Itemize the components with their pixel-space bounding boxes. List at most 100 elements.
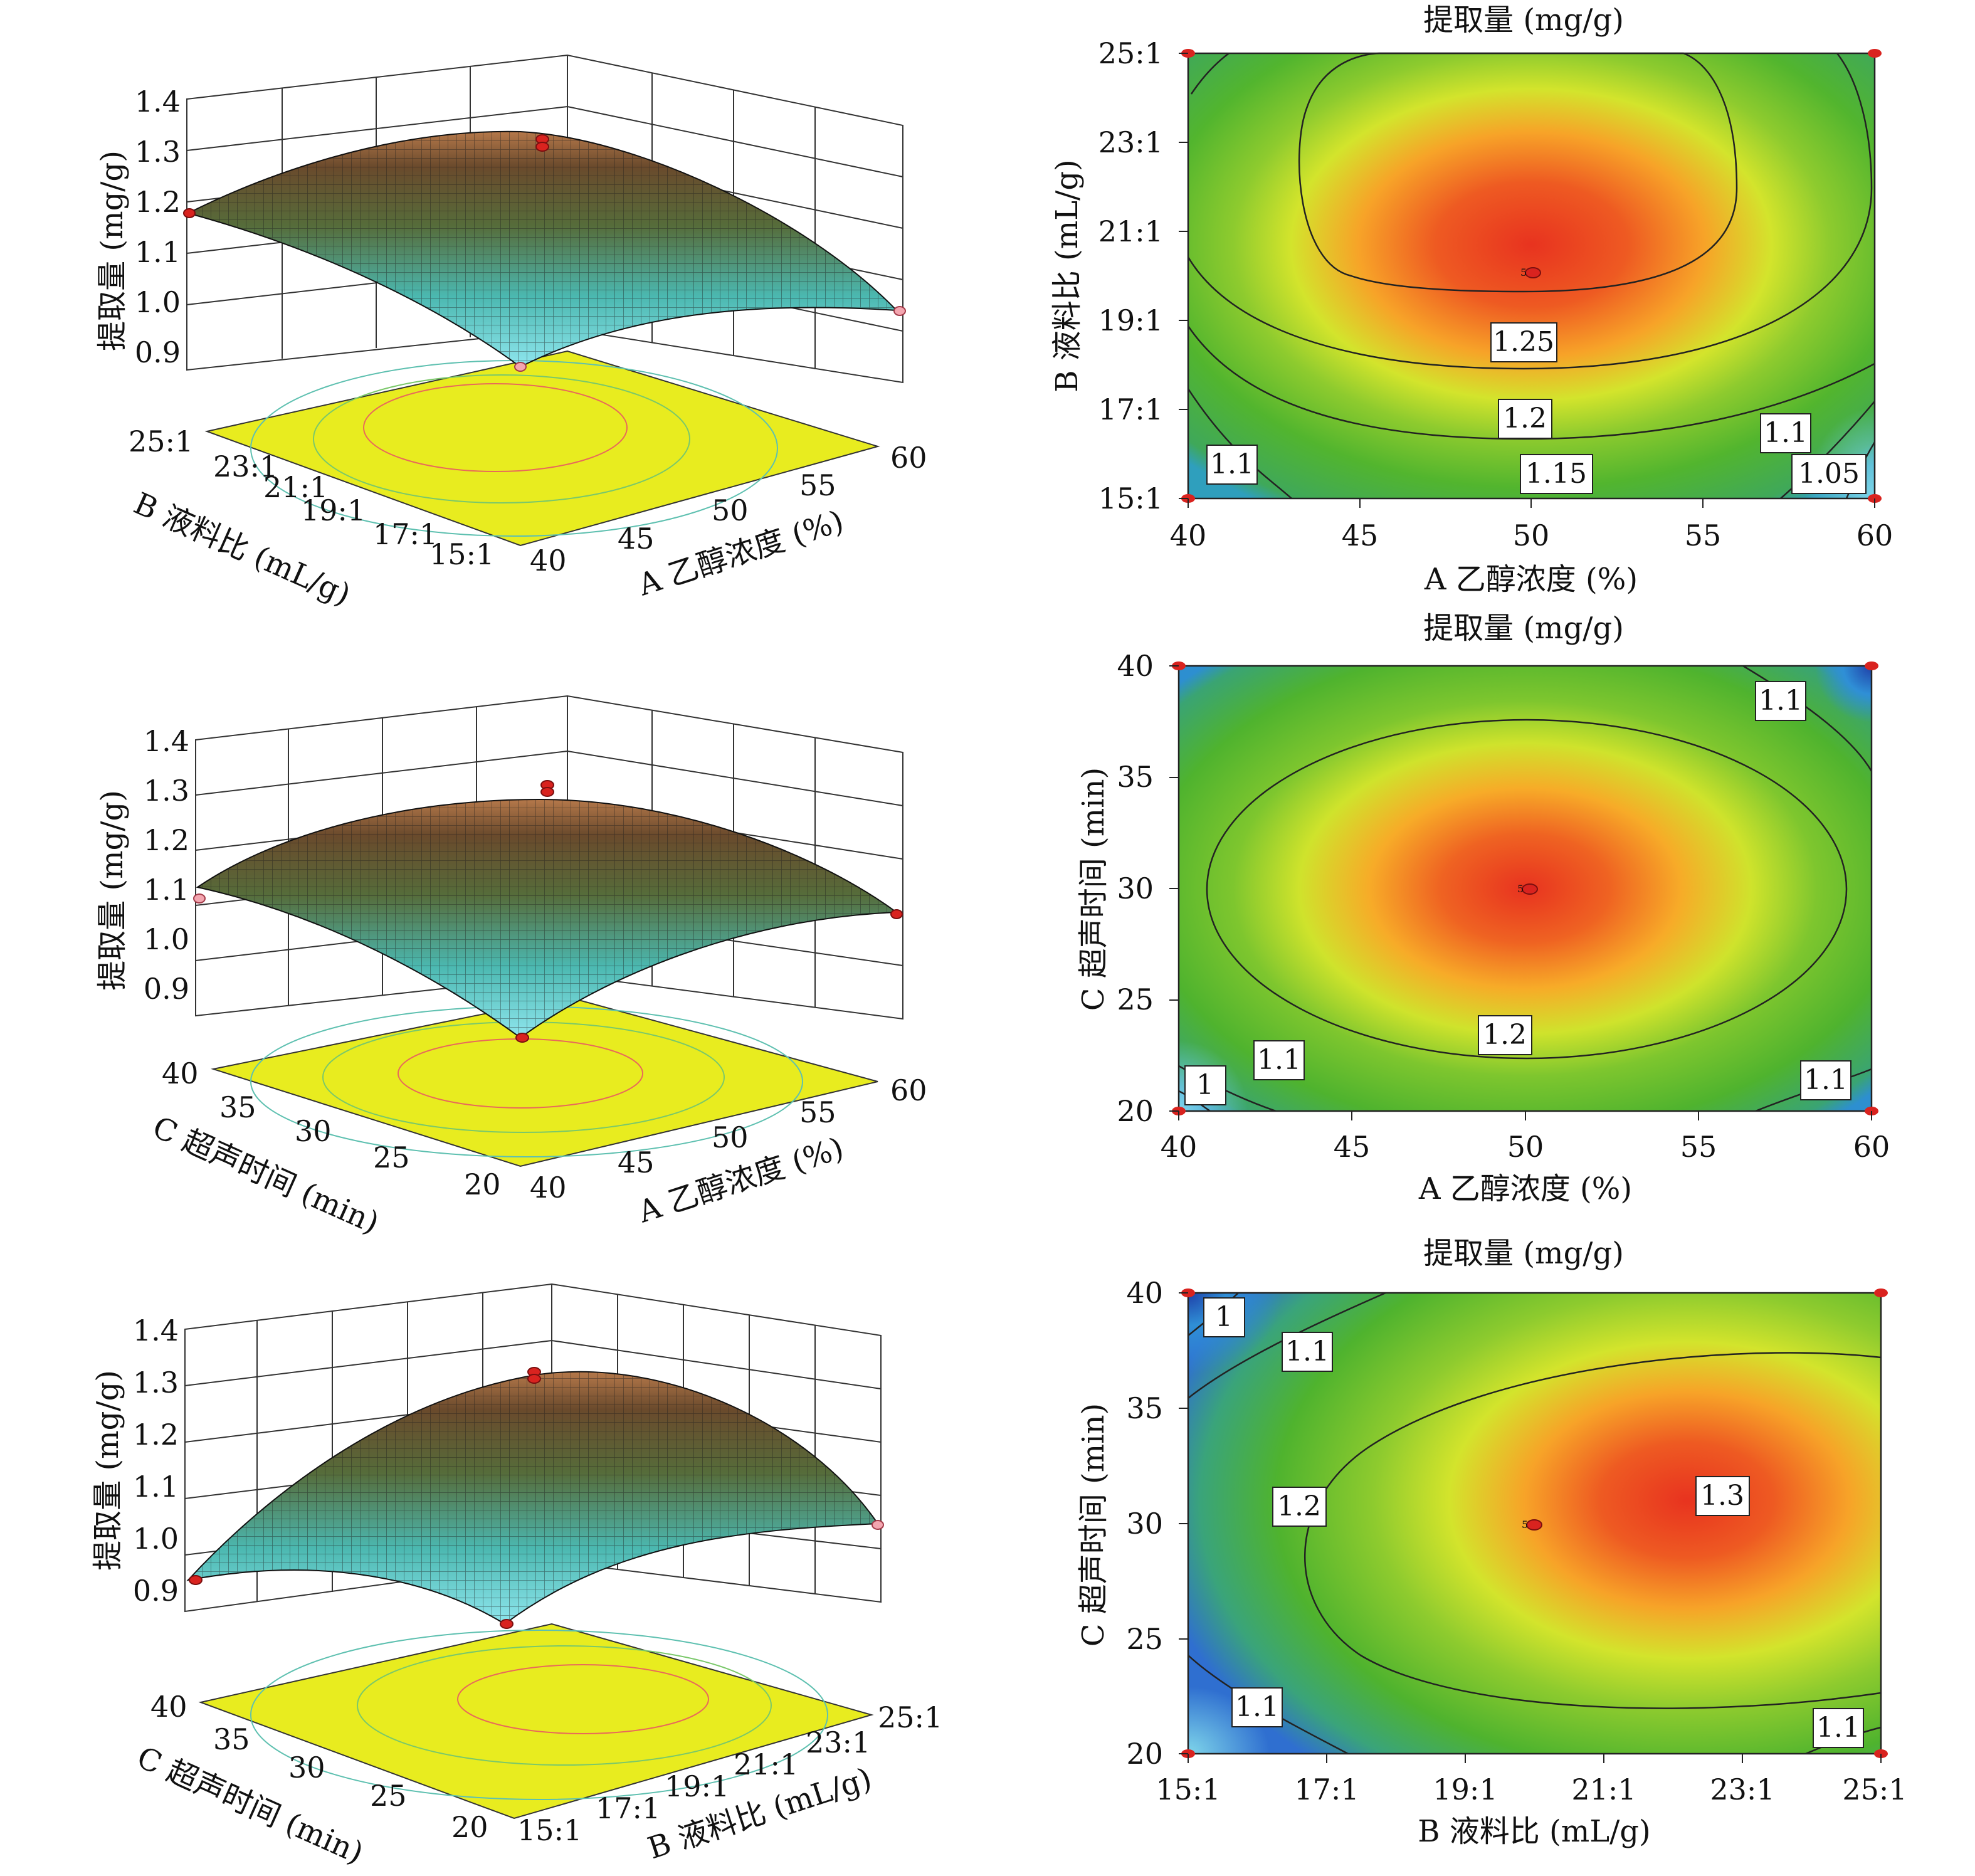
y-tick: 40: [162, 1057, 199, 1090]
z-tick: 1.2: [144, 823, 189, 857]
contour-1-labels: 1.25 1.2 1.15 1.1 1.1 1.05: [1206, 322, 1867, 494]
surface-3-y-ticks: 40 35 30 25 20: [150, 1690, 488, 1844]
z-tick: 1.3: [144, 774, 189, 808]
y-tick: 35: [1117, 760, 1154, 794]
contour-label: 1.1: [1759, 685, 1803, 717]
z-tick: 1.2: [133, 1418, 179, 1452]
contour-1-title: 提取量 (mg/g): [1423, 3, 1624, 38]
y-tick: 30: [295, 1114, 332, 1148]
z-tick: 0.9: [135, 335, 181, 369]
x-tick: 21:1: [734, 1747, 798, 1781]
z-tick: 1.0: [133, 1522, 179, 1556]
y-tick: 17:1: [373, 517, 438, 551]
contour-2-x-ticks: 40 45 50 55 60: [1161, 1130, 1890, 1164]
y-tick: 35: [1126, 1391, 1163, 1425]
y-tick: 40: [150, 1690, 187, 1724]
x-tick: 25:1: [1842, 1773, 1907, 1806]
design-point: [193, 893, 206, 904]
surface-3-design-points: [189, 1367, 884, 1629]
contour-2-tick-marks: [1169, 665, 1872, 1120]
x-tick: 50: [1507, 1130, 1544, 1164]
contour-2-low-corner: [1815, 666, 1872, 722]
x-tick: 21:1: [1571, 1773, 1636, 1806]
x-tick: 55: [1685, 519, 1722, 552]
contour-1-x-ticks: 40 45 50 55 60: [1170, 519, 1893, 552]
surface-2-y-label: C 超声时间 (min): [147, 1110, 384, 1241]
z-tick: 1.3: [135, 135, 181, 169]
center-point-count: 5: [1522, 1519, 1528, 1531]
x-tick: 55: [1680, 1130, 1717, 1164]
contour-3-x-ticks: 15:1 17:1 19:1 21:1 23:1 25:1: [1156, 1773, 1907, 1806]
surface-3-z-ticks: 1.4 1.3 1.2 1.1 1.0 0.9: [133, 1314, 179, 1608]
surface-1-mesh-lines: [188, 131, 897, 367]
surface-1-design-points: [183, 134, 906, 372]
design-point: [1525, 267, 1541, 278]
x-tick: 60: [890, 1073, 927, 1107]
y-tick: 30: [1117, 872, 1154, 905]
y-tick: 19:1: [1098, 303, 1163, 337]
contour-label: 1.1: [1210, 448, 1254, 480]
y-tick: 30: [1126, 1507, 1163, 1541]
contour-label: 1.25: [1493, 326, 1554, 358]
y-tick: 25: [1126, 1622, 1163, 1656]
x-tick: 19:1: [665, 1769, 729, 1803]
z-tick: 1.3: [133, 1366, 179, 1399]
contour-3-x-label: B 液料比 (mL/g): [1418, 1814, 1651, 1849]
contour-1-y-label: B 液料比 (mL/g): [1050, 159, 1085, 393]
surface-plot-2: 1.4 1.3 1.2 1.1 1.0 0.9 提取量 (mg/g) 40 35…: [95, 695, 927, 1241]
contour-3-title: 提取量 (mg/g): [1423, 1236, 1624, 1271]
contour-label: 1.3: [1700, 1480, 1744, 1512]
contour-1-design-points: 5: [1181, 49, 1882, 503]
surface-2-design-points: [193, 780, 903, 1043]
surface-1-x-ticks: 40 45 50 55 60: [530, 441, 927, 577]
y-tick: 20: [464, 1167, 501, 1201]
y-tick: 19:1: [301, 493, 366, 527]
z-tick: 0.9: [144, 972, 189, 1006]
contour-1-y-ticks: 25:1 23:1 21:1 19:1 17:1 15:1: [1098, 36, 1163, 515]
center-point-count: 5: [1517, 883, 1524, 895]
x-tick: 15:1: [517, 1813, 582, 1847]
contour-2-y-label: C 超声时间 (min): [1076, 767, 1111, 1011]
y-tick: 23:1: [213, 450, 278, 483]
contour-2-labels: 1.1 1.2 1.1 1 1.1: [1184, 681, 1851, 1105]
contour-3-y-ticks: 40 35 30 25 20: [1126, 1276, 1163, 1771]
contour-label: 1.1: [1235, 1691, 1279, 1723]
y-tick: 20: [1126, 1737, 1163, 1771]
y-tick: 25:1: [129, 424, 193, 458]
contour-3-tick-marks: [1179, 1292, 1882, 1763]
x-tick: 50: [712, 493, 749, 527]
surface-2-y-ticks: 40 35 30 25 20: [162, 1057, 501, 1201]
contour-plot-1: 提取量 (mg/g) 1.25 1.2 1.15 1.1 1.1 1.05: [1050, 3, 1893, 597]
y-tick: 21:1: [263, 470, 328, 504]
contour-plot-2: 提取量 (mg/g) 1.1 1.2 1.1 1 1.1 5: [1076, 611, 1890, 1206]
contour-2-title: 提取量 (mg/g): [1423, 611, 1624, 646]
x-tick: 40: [1161, 1130, 1198, 1164]
design-point: [1865, 661, 1878, 670]
x-tick: 50: [712, 1120, 749, 1154]
surface-2-x-ticks: 40 45 50 55 60: [530, 1073, 927, 1204]
design-point: [1522, 883, 1538, 895]
z-tick: 1.4: [133, 1314, 179, 1347]
y-tick: 40: [1126, 1276, 1163, 1310]
surface-plot-1: 1.4 1.3 1.2 1.1 1.0 0.9 提取量 (mg/g) 25:1 …: [95, 54, 927, 613]
design-point: [1868, 49, 1882, 58]
design-point: [527, 1374, 541, 1384]
y-tick: 35: [213, 1722, 250, 1756]
z-tick: 1.1: [135, 235, 181, 269]
design-point: [535, 142, 549, 152]
x-tick: 60: [890, 441, 927, 475]
contour-label: 1.2: [1483, 1019, 1527, 1051]
contour-3-y-label: C 超声时间 (min): [1076, 1403, 1111, 1647]
surface-2-z-label: 提取量 (mg/g): [95, 790, 130, 991]
design-point: [500, 1619, 514, 1629]
design-point: [515, 1033, 529, 1043]
contour-1-x-label: A 乙醇浓度 (%): [1424, 562, 1638, 597]
center-point-count: 5: [1520, 266, 1527, 278]
x-tick: 25:1: [878, 1700, 942, 1734]
y-tick: 20: [1117, 1094, 1154, 1128]
surface-3-x-ticks: 15:1 17:1 19:1 21:1 23:1 25:1: [517, 1700, 942, 1847]
design-point: [890, 909, 903, 919]
z-tick: 1.4: [144, 724, 189, 758]
x-tick: 55: [799, 1095, 836, 1129]
